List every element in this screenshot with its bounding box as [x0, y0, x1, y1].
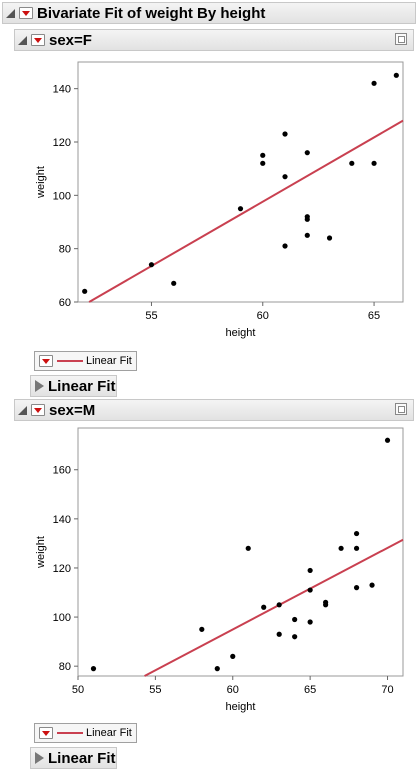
data-point [338, 545, 344, 551]
y-tick-label: 80 [59, 244, 71, 256]
window-icon[interactable] [395, 33, 407, 45]
data-point [230, 653, 236, 659]
y-axis-label: weight [35, 166, 47, 199]
legend-label: Linear Fit [86, 727, 132, 739]
y-tick-label: 160 [53, 465, 71, 477]
fit-line [88, 119, 404, 303]
data-point [393, 72, 399, 78]
x-tick-label: 65 [304, 684, 316, 696]
data-point [307, 587, 313, 593]
x-axis-label: height [226, 701, 256, 713]
disclosure-triangle-icon[interactable] [18, 35, 27, 45]
data-point [199, 626, 205, 632]
report-title: Bivariate Fit of weight By height [37, 4, 266, 22]
window-icon[interactable] [395, 403, 407, 415]
legend-m[interactable]: Linear Fit [34, 723, 137, 743]
data-point [171, 280, 177, 286]
linear-fit-header-m[interactable]: Linear Fit [30, 747, 117, 769]
y-tick-label: 140 [53, 514, 71, 526]
x-tick-label: 60 [257, 310, 269, 322]
y-tick-label: 120 [53, 137, 71, 149]
x-tick-label: 70 [381, 684, 393, 696]
data-point [307, 619, 313, 625]
data-point [304, 232, 310, 238]
x-tick-label: 55 [149, 684, 161, 696]
data-point [282, 131, 288, 137]
data-point [349, 160, 355, 166]
plot-frame [77, 427, 404, 677]
data-point [323, 599, 329, 605]
fit-line [144, 538, 404, 677]
red-triangle-menu-icon[interactable] [19, 7, 33, 19]
data-point [304, 150, 310, 156]
data-point [304, 214, 310, 220]
legend-label: Linear Fit [86, 355, 132, 367]
x-tick-label: 50 [72, 684, 84, 696]
data-point [371, 160, 377, 166]
data-point [304, 216, 310, 222]
data-point [282, 243, 288, 249]
data-point [384, 437, 391, 443]
data-point [276, 602, 282, 608]
x-tick-label: 65 [368, 310, 380, 322]
x-tick-label: 60 [227, 684, 239, 696]
x-tick-label: 55 [145, 310, 157, 322]
data-point [369, 582, 375, 588]
data-point [292, 634, 298, 640]
data-point [261, 604, 267, 610]
data-point [371, 80, 377, 86]
data-point [307, 567, 313, 574]
data-point [292, 616, 298, 623]
data-point [326, 235, 333, 241]
disclosure-triangle-icon[interactable] [35, 752, 44, 764]
data-point [323, 602, 329, 608]
plot-frame [77, 61, 404, 303]
legend-line-swatch [57, 732, 83, 734]
report-header[interactable]: Bivariate Fit of weight By height [2, 2, 416, 24]
x-axis-label: height [226, 327, 256, 339]
data-point [237, 206, 244, 212]
linear-fit-label: Linear Fit [48, 377, 116, 395]
data-point [353, 585, 360, 591]
red-triangle-menu-icon[interactable] [31, 34, 45, 46]
y-tick-label: 60 [59, 297, 71, 309]
y-tick-label: 120 [53, 563, 71, 575]
disclosure-triangle-icon[interactable] [35, 380, 44, 392]
linear-fit-label: Linear Fit [48, 749, 116, 767]
disclosure-triangle-icon[interactable] [6, 8, 15, 18]
data-point [353, 530, 360, 537]
y-tick-label: 140 [53, 84, 71, 96]
data-point [82, 288, 88, 294]
data-point [260, 152, 266, 158]
y-tick-label: 80 [59, 661, 71, 673]
disclosure-triangle-icon[interactable] [18, 405, 27, 415]
legend-line-swatch [57, 360, 83, 362]
data-point [148, 262, 155, 268]
y-axis-label: weight [35, 536, 47, 569]
group-header-m[interactable]: sex=M [14, 399, 414, 421]
red-triangle-menu-icon[interactable] [39, 355, 53, 367]
data-point [214, 666, 220, 672]
group-header-f[interactable]: sex=F [14, 29, 414, 51]
y-tick-label: 100 [53, 612, 71, 624]
group-title: sex=M [49, 401, 96, 419]
y-tick-label: 100 [53, 190, 71, 202]
red-triangle-menu-icon[interactable] [39, 727, 53, 739]
legend-f[interactable]: Linear Fit [34, 351, 137, 371]
data-point [353, 545, 360, 551]
data-point [276, 631, 282, 637]
data-point [260, 160, 266, 166]
data-point [245, 545, 251, 551]
linear-fit-header-f[interactable]: Linear Fit [30, 375, 117, 397]
data-point [90, 666, 97, 672]
red-triangle-menu-icon[interactable] [31, 404, 45, 416]
data-point [282, 174, 288, 180]
group-title: sex=F [49, 31, 92, 49]
